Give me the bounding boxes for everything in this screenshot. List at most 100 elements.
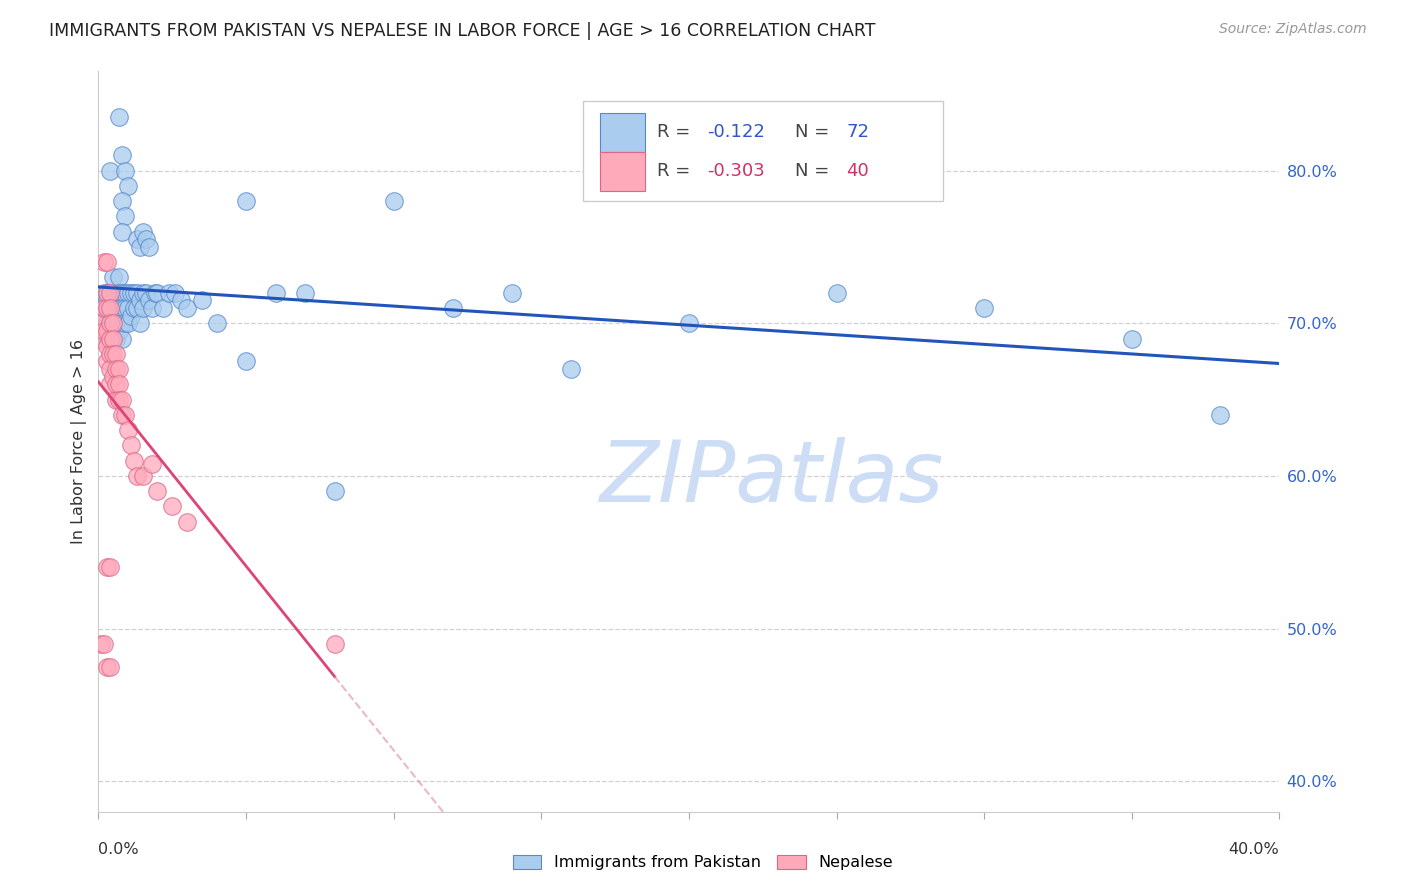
Point bbox=[120, 285, 142, 300]
Point bbox=[323, 484, 346, 499]
Point bbox=[93, 324, 115, 338]
Point bbox=[132, 301, 155, 315]
Point bbox=[90, 331, 112, 345]
Point bbox=[114, 301, 136, 315]
Point bbox=[98, 316, 121, 330]
Point bbox=[103, 331, 125, 345]
Point bbox=[117, 285, 139, 300]
Point bbox=[98, 316, 121, 330]
Text: R =: R = bbox=[657, 162, 696, 180]
Text: 0.0%: 0.0% bbox=[98, 842, 139, 857]
Point bbox=[973, 301, 995, 315]
Point bbox=[132, 285, 155, 300]
Point bbox=[114, 210, 136, 224]
Point bbox=[143, 285, 166, 300]
Point bbox=[678, 316, 700, 330]
Point bbox=[323, 637, 346, 651]
Text: N =: N = bbox=[796, 123, 835, 142]
Point bbox=[96, 293, 118, 308]
Point bbox=[108, 301, 131, 315]
Point bbox=[141, 301, 163, 315]
Point bbox=[111, 392, 134, 407]
Point bbox=[105, 331, 128, 345]
Point bbox=[441, 301, 464, 315]
Point bbox=[105, 285, 128, 300]
Point bbox=[191, 293, 214, 308]
Point bbox=[111, 194, 134, 208]
Point bbox=[141, 457, 163, 471]
Point bbox=[135, 232, 157, 246]
Point bbox=[96, 301, 118, 315]
Point bbox=[98, 377, 121, 392]
Point bbox=[176, 301, 198, 315]
Point bbox=[108, 392, 131, 407]
Point bbox=[93, 301, 115, 315]
Point bbox=[93, 637, 115, 651]
Point bbox=[138, 240, 160, 254]
Point bbox=[120, 309, 142, 323]
Point bbox=[165, 285, 187, 300]
Text: 40.0%: 40.0% bbox=[1229, 842, 1279, 857]
Point bbox=[93, 255, 115, 269]
Point bbox=[117, 423, 139, 437]
FancyBboxPatch shape bbox=[600, 152, 645, 191]
Point bbox=[170, 293, 193, 308]
Point bbox=[125, 301, 148, 315]
Text: Source: ZipAtlas.com: Source: ZipAtlas.com bbox=[1219, 22, 1367, 37]
Point bbox=[108, 110, 131, 124]
Point bbox=[105, 301, 128, 315]
Point bbox=[114, 316, 136, 330]
Text: R =: R = bbox=[657, 123, 696, 142]
Point bbox=[103, 293, 125, 308]
FancyBboxPatch shape bbox=[600, 113, 645, 152]
Point bbox=[98, 560, 121, 574]
Point bbox=[125, 285, 148, 300]
Point bbox=[108, 285, 131, 300]
Point bbox=[382, 194, 405, 208]
Point bbox=[98, 163, 121, 178]
Point bbox=[114, 163, 136, 178]
Point bbox=[90, 637, 112, 651]
Point bbox=[96, 560, 118, 574]
Point bbox=[108, 362, 131, 376]
Point bbox=[111, 408, 134, 422]
Point bbox=[96, 285, 118, 300]
Point bbox=[146, 285, 169, 300]
Point bbox=[132, 469, 155, 483]
Point bbox=[93, 301, 115, 315]
Text: N =: N = bbox=[796, 162, 835, 180]
Point bbox=[1209, 408, 1232, 422]
Point bbox=[98, 285, 121, 300]
Point bbox=[560, 362, 582, 376]
Point bbox=[157, 285, 180, 300]
Point bbox=[98, 362, 121, 376]
Point bbox=[825, 285, 848, 300]
Point bbox=[90, 293, 112, 308]
Point bbox=[93, 324, 115, 338]
Point bbox=[135, 285, 157, 300]
Point bbox=[105, 362, 128, 376]
Point bbox=[205, 316, 228, 330]
Point bbox=[111, 148, 134, 162]
Point bbox=[111, 285, 134, 300]
Point bbox=[120, 438, 142, 452]
Point bbox=[128, 240, 150, 254]
Point bbox=[103, 270, 125, 285]
Text: -0.303: -0.303 bbox=[707, 162, 765, 180]
Point bbox=[146, 484, 169, 499]
Legend: Immigrants from Pakistan, Nepalese: Immigrants from Pakistan, Nepalese bbox=[506, 848, 900, 877]
Point bbox=[98, 331, 121, 345]
Point bbox=[117, 301, 139, 315]
Point bbox=[96, 339, 118, 353]
Point bbox=[108, 324, 131, 338]
Point bbox=[96, 354, 118, 368]
Point bbox=[125, 469, 148, 483]
Point bbox=[264, 285, 287, 300]
Point bbox=[117, 178, 139, 193]
Text: IMMIGRANTS FROM PAKISTAN VS NEPALESE IN LABOR FORCE | AGE > 16 CORRELATION CHART: IMMIGRANTS FROM PAKISTAN VS NEPALESE IN … bbox=[49, 22, 876, 40]
Point bbox=[98, 285, 121, 300]
Point bbox=[98, 301, 121, 315]
Text: 72: 72 bbox=[846, 123, 869, 142]
Text: -0.122: -0.122 bbox=[707, 123, 765, 142]
Point bbox=[96, 285, 118, 300]
